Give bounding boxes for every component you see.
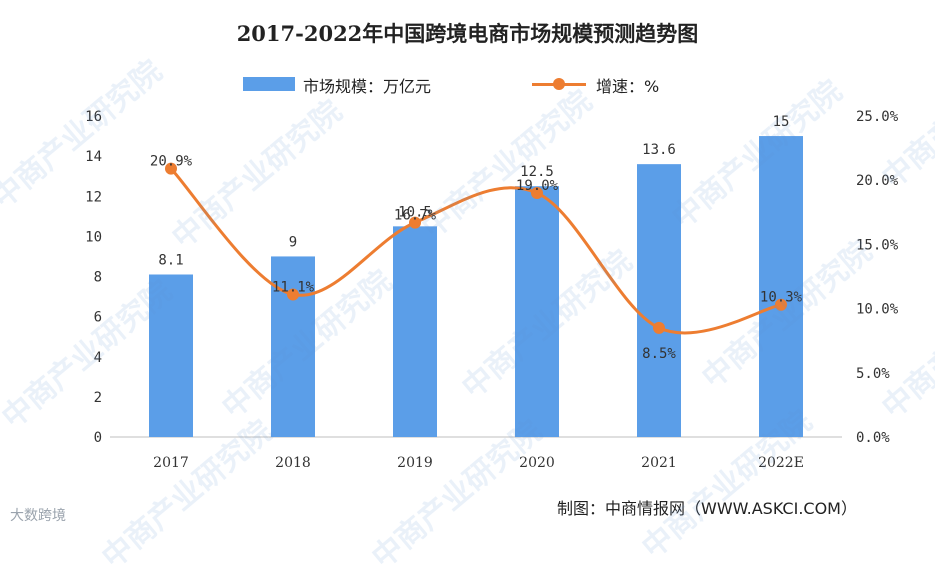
- growth-point: [409, 216, 421, 229]
- y-right-tick-label: 20.0%: [856, 173, 899, 189]
- y-right-tick-label: 10.0%: [856, 302, 899, 318]
- x-tick-label: 2021: [641, 455, 677, 471]
- bar: [637, 164, 681, 437]
- growth-data-label: 10.3%: [760, 290, 803, 306]
- y-left-tick-label: 10: [85, 229, 102, 245]
- growth-data-label: 16.7%: [394, 208, 437, 224]
- legend-bar-label: 市场规模：万亿元: [303, 77, 432, 96]
- y-left-tick-label: 16: [85, 109, 102, 125]
- bar-data-label: 8.1: [158, 252, 183, 268]
- bar: [515, 186, 559, 437]
- growth-data-label: 8.5%: [642, 346, 676, 362]
- legend-line-marker: [553, 78, 565, 90]
- legend: 市场规模：万亿元 增速：%: [0, 73, 935, 97]
- growth-point: [165, 162, 177, 175]
- growth-point: [653, 321, 665, 334]
- x-tick-label: 2018: [275, 455, 311, 471]
- y-left-tick-label: 6: [94, 310, 102, 326]
- y-left-tick-label: 0: [94, 430, 102, 446]
- legend-bar-swatch: [243, 77, 295, 91]
- bar-data-label: 13.6: [642, 142, 676, 158]
- bar-data-label: 12.5: [520, 164, 554, 180]
- growth-line: [169, 167, 782, 335]
- y-left-tick-label: 14: [85, 149, 102, 165]
- growth-data-label: 19.0%: [516, 178, 559, 194]
- y-left-tick-label: 4: [94, 350, 102, 366]
- x-tick-label: 2020: [519, 455, 555, 471]
- bar: [759, 136, 803, 437]
- growth-point: [287, 288, 299, 301]
- bar-data-label: 9: [289, 234, 297, 250]
- bar-data-label: 15: [773, 114, 790, 130]
- x-tick-label: 2019: [397, 455, 433, 471]
- y-right-tick-label: 15.0%: [856, 237, 899, 253]
- legend-line-label: 增速：%: [596, 77, 660, 96]
- growth-data-label: 20.9%: [150, 154, 193, 170]
- growth-data-label: 11.1%: [272, 279, 315, 295]
- y-right-tick-label: 5.0%: [856, 366, 890, 382]
- bar: [149, 274, 193, 437]
- y-left-tick-label: 2: [94, 390, 102, 406]
- chart-plot: 0 2 4 6 8 10 12 14 16 0.0% 5.0% 10.0% 15.0% 20.0% 25.0…: [85, 109, 899, 471]
- growth-point: [775, 298, 787, 311]
- footer-logo: 大数跨境: [10, 508, 66, 524]
- bar-data-label: 10.5: [398, 204, 432, 220]
- y-left-tick-label: 12: [85, 189, 102, 205]
- chart-title: 2017-2022年中国跨境电商市场规模预测趋势图: [236, 21, 699, 46]
- bar: [393, 226, 437, 437]
- y-left-tick-label: 8: [94, 270, 102, 286]
- x-tick-label: 2017: [153, 455, 189, 471]
- growth-point: [531, 187, 543, 200]
- source-credit: 制图：中商情报网（WWW.ASKCI.COM）: [557, 499, 857, 518]
- x-tick-label: 2022E: [758, 455, 804, 471]
- y-right-tick-label: 0.0%: [856, 430, 890, 446]
- y-right-tick-label: 25.0%: [856, 109, 899, 125]
